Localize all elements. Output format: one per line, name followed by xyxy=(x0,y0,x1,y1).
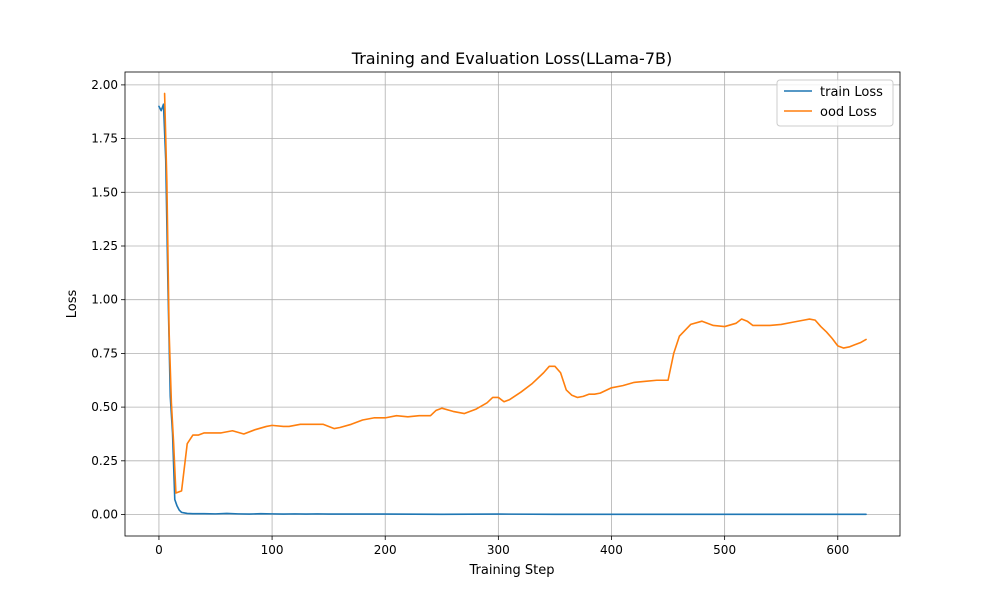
y-tick-label: 0.75 xyxy=(91,346,118,360)
legend-label-train-loss: train Loss xyxy=(820,85,883,100)
series-layer xyxy=(158,92,867,516)
y-tick-label: 1.50 xyxy=(91,185,118,199)
x-tick-label: 200 xyxy=(374,543,397,557)
x-tick-label: 0 xyxy=(155,543,163,557)
y-tick-label: 1.00 xyxy=(91,293,118,307)
legend-label-ood-loss: ood Loss xyxy=(820,105,877,120)
y-tick-label: 0.25 xyxy=(91,454,118,468)
y-tick-label: 1.75 xyxy=(91,132,118,146)
y-tick-label: 1.25 xyxy=(91,239,118,253)
x-axis-label: Training Step xyxy=(468,563,554,578)
x-tick-label: 300 xyxy=(487,543,510,557)
x-tick-label: 400 xyxy=(600,543,623,557)
axes-frame xyxy=(124,71,901,537)
axis-ticks: 0 100 200 300 400 500 600 0.00 0.25 0.50 0.75 1.00 1… xyxy=(91,78,849,557)
x-tick-label: 100 xyxy=(261,543,284,557)
y-tick-label: 0.00 xyxy=(91,508,118,522)
x-tick-label: 600 xyxy=(826,543,849,557)
series-line-ood-loss xyxy=(163,92,867,494)
x-tick-label: 500 xyxy=(713,543,736,557)
y-tick-label: 2.00 xyxy=(91,78,118,92)
chart-title: Training and Evaluation Loss(LLama-7B) xyxy=(351,49,672,68)
y-tick-label: 0.50 xyxy=(91,400,118,414)
y-axis-label: Loss xyxy=(65,290,80,319)
legend: train Loss ood Loss xyxy=(776,79,894,127)
